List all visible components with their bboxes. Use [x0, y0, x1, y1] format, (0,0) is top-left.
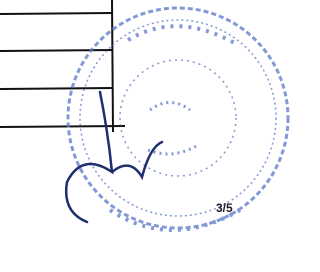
table-rule: [0, 50, 113, 51]
table-rule: [0, 13, 112, 14]
table-column-line: [112, 0, 113, 132]
page: {"page_number": "3/5"} 3/5 (() => { cons…: [0, 0, 304, 272]
page-number: 3/5: [216, 201, 233, 215]
table-rule: [0, 88, 113, 89]
document-fragment: 3/5: [0, 0, 304, 272]
background: [0, 0, 304, 272]
